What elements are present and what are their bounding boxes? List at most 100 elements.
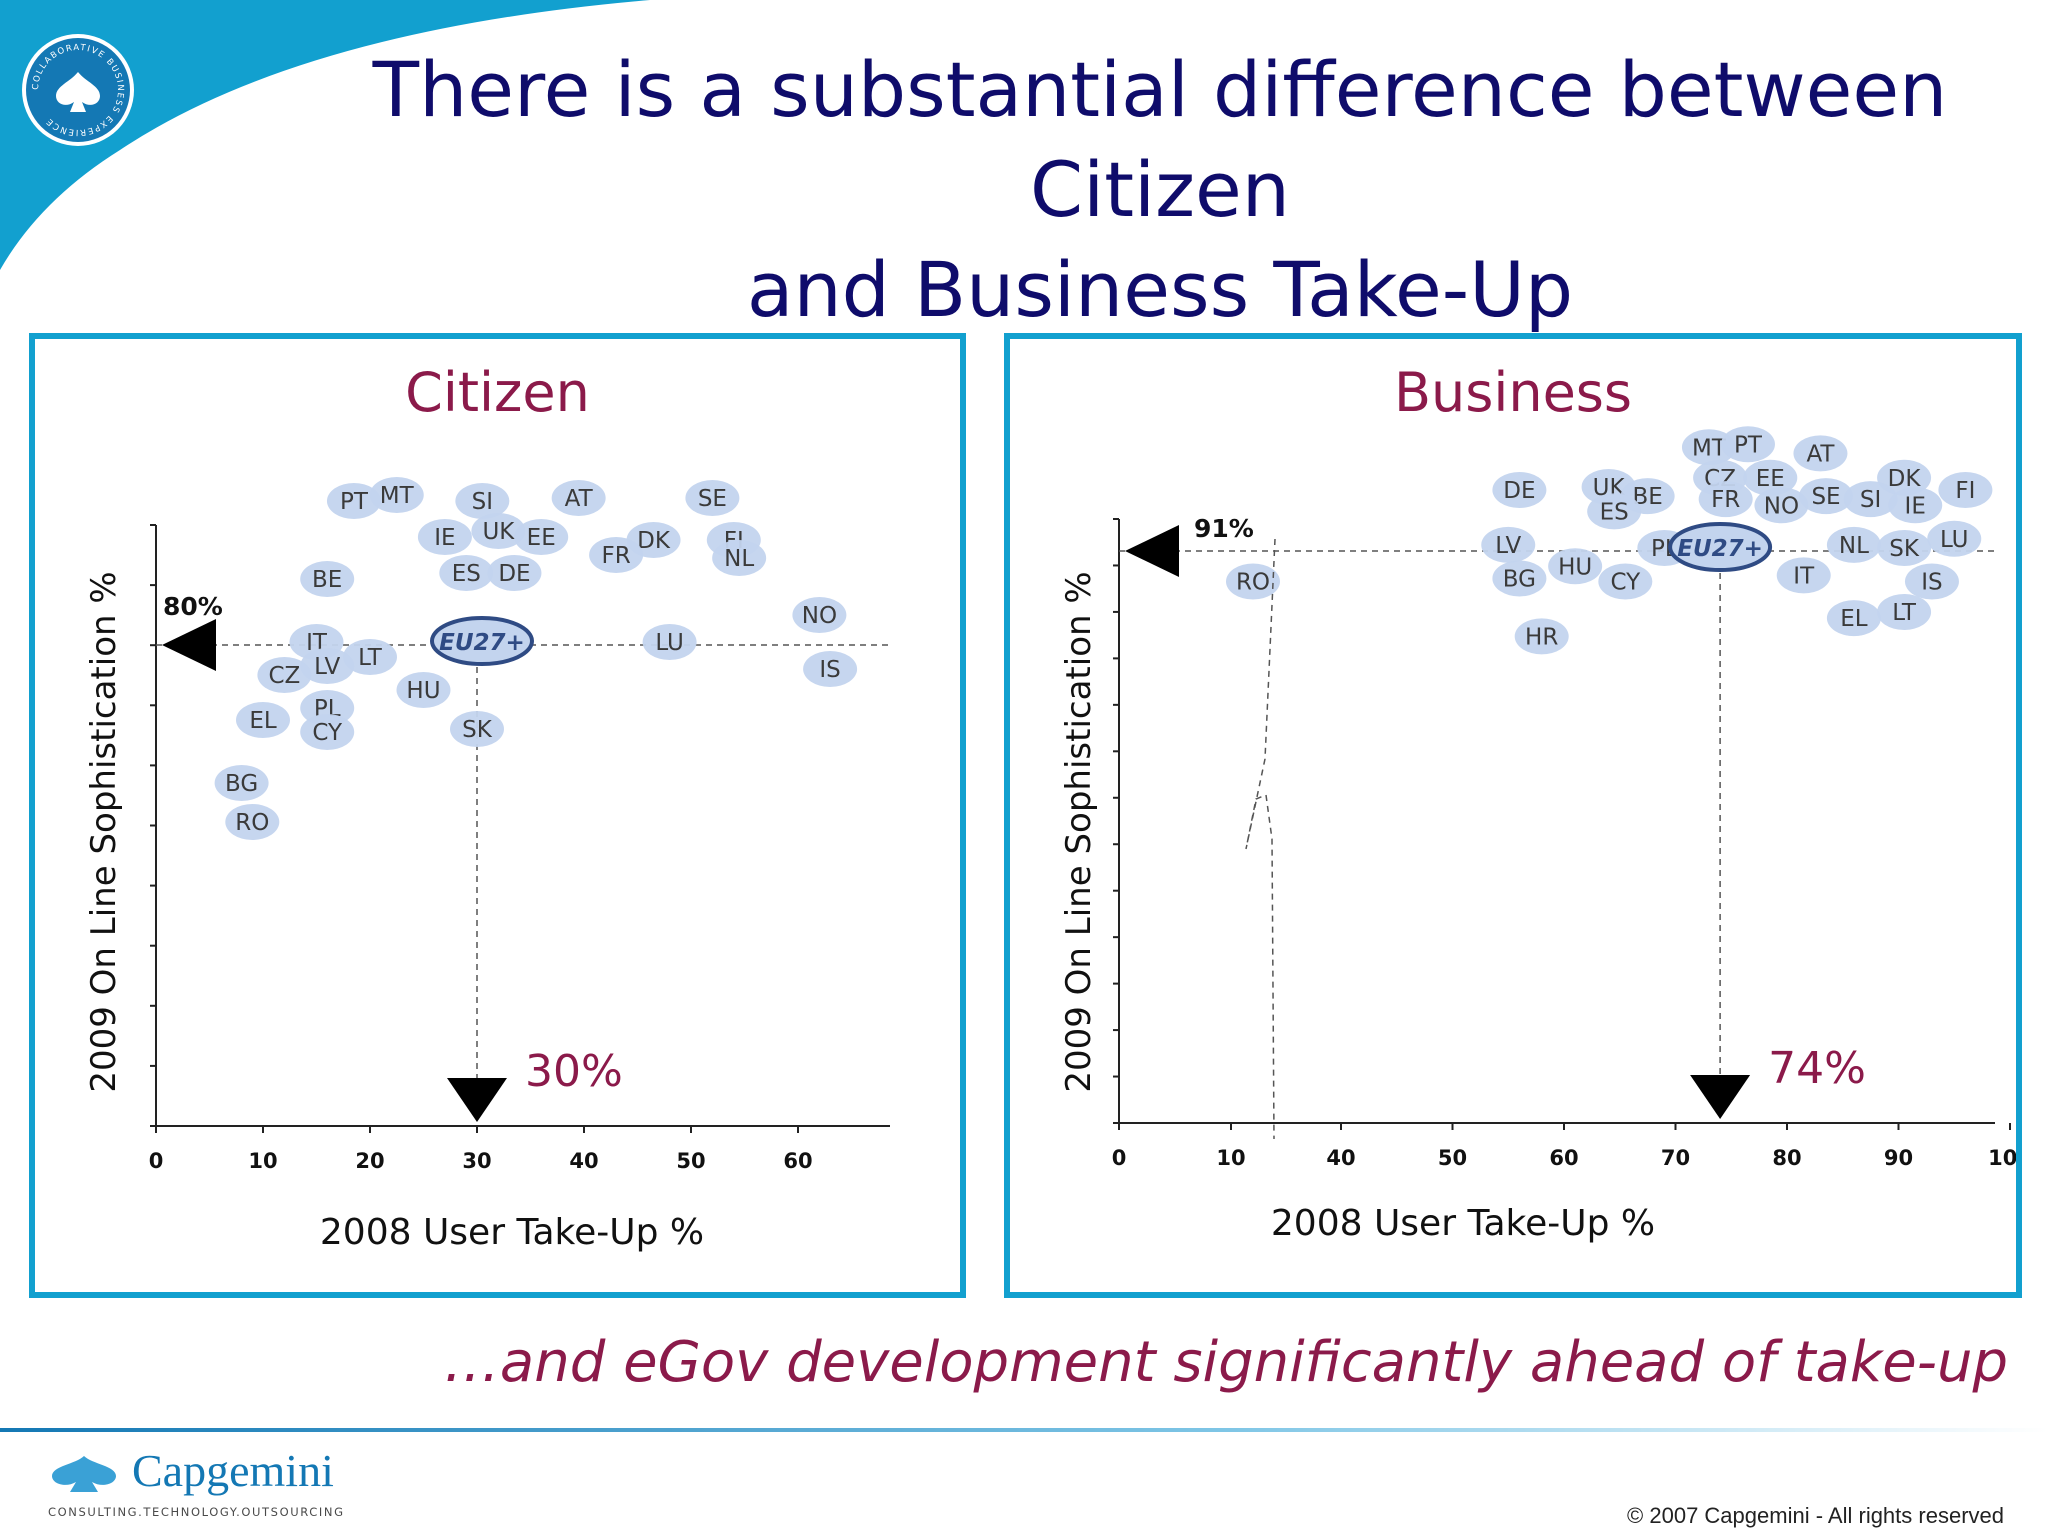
country-marker-mt <box>1681 429 1736 466</box>
country-marker-be <box>300 561 355 597</box>
country-label-nl: NL <box>724 546 754 572</box>
country-label-bg: BG <box>1503 566 1536 592</box>
corner-swoosh <box>0 0 650 270</box>
country-label-fr: FR <box>1711 487 1740 513</box>
country-label-sk: SK <box>1889 536 1920 562</box>
x-tick-label: 40 <box>1326 1146 1355 1170</box>
country-label-mt: MT <box>380 483 415 509</box>
country-marker-lu <box>642 624 697 660</box>
country-label-cy: CY <box>1610 570 1641 596</box>
business-scatter-chart: 0 10 40 50 60 70 80 90 100 2009 On Line Sophistic… <box>1059 426 2016 1244</box>
spade-icon <box>52 1456 116 1492</box>
x-tick-label: 100 <box>1988 1146 2016 1170</box>
x-average-label: 30% <box>525 1046 623 1097</box>
country-marker-bg <box>1492 560 1547 597</box>
country-label-de: DE <box>498 561 530 587</box>
slide-title-line2: and Business Take-Up <box>746 245 1574 334</box>
spade-icon <box>56 72 100 112</box>
country-marker-pt <box>326 483 381 519</box>
country-marker-el <box>236 702 290 738</box>
country-marker-no <box>792 597 847 633</box>
country-marker-se <box>685 480 740 516</box>
country-marker-ee <box>514 519 569 555</box>
country-label-is: IS <box>1921 570 1942 596</box>
country-marker-mt <box>369 477 424 513</box>
y-axis-label: 2009 On Line Sophistication % <box>1059 571 1099 1092</box>
country-marker-el <box>1826 600 1881 637</box>
country-marker-ro <box>225 804 280 840</box>
citizen-scatter-chart: 0 10 20 30 40 50 60 2009 On Line Sophistication… <box>84 477 890 1253</box>
country-label-pt: PT <box>1734 432 1763 458</box>
country-marker-cz <box>257 657 312 693</box>
country-marker-es <box>439 555 494 591</box>
eu27-average-label: EU27+ <box>439 630 525 656</box>
country-label-no: NO <box>802 603 837 629</box>
country-label-si: SI <box>472 489 493 515</box>
x-tick-label: 10 <box>1216 1146 1245 1170</box>
x-tick-label: 60 <box>783 1149 812 1173</box>
country-marker-no <box>1754 487 1809 524</box>
slide-title-line1: There is a substantial difference betwee… <box>372 45 1948 234</box>
country-marker-cy <box>300 714 355 750</box>
tagline: …and eGov development significantly ahea… <box>443 1330 2008 1395</box>
country-label-at: AT <box>565 486 594 512</box>
country-marker-es <box>1587 493 1642 530</box>
eu27-average-marker <box>430 616 534 666</box>
country-marker-se <box>1799 478 1854 515</box>
country-label-pt: PT <box>340 489 369 515</box>
y-average-label: 91% <box>1194 514 1254 543</box>
x-tick-label: 0 <box>1112 1146 1127 1170</box>
country-marker-si <box>455 483 510 519</box>
country-marker-lv <box>1481 526 1536 563</box>
country-marker-cy <box>1598 563 1653 600</box>
country-label-hr: HR <box>1525 624 1558 650</box>
country-label-is: IS <box>819 657 840 683</box>
x-tick-label: 90 <box>1884 1146 1913 1170</box>
y-average-label: 80% <box>163 592 223 621</box>
country-marker-at <box>1793 435 1848 472</box>
footer-divider <box>0 1428 2048 1432</box>
copyright: © 2007 Capgemini - All rights reserved <box>1627 1503 2004 1528</box>
country-label-lt: LT <box>1892 600 1917 626</box>
country-marker-at <box>551 480 606 516</box>
country-label-sk: SK <box>462 717 493 743</box>
country-label-lv: LV <box>1495 533 1521 559</box>
country-marker-sk <box>450 711 504 747</box>
country-label-ie: IE <box>1905 493 1926 519</box>
country-label-lu: LU <box>1940 527 1969 553</box>
country-marker-de <box>1492 472 1547 508</box>
country-label-si: SI <box>1860 487 1881 513</box>
x-axis-label: 2008 User Take-Up % <box>1271 1203 1655 1244</box>
country-label-nl: NL <box>1839 533 1869 559</box>
country-label-be: BE <box>312 567 342 593</box>
eu27-average-marker <box>1668 522 1773 572</box>
y-average-arrow <box>162 619 216 671</box>
business-chart-title: Business <box>1393 361 1633 424</box>
country-marker-pt <box>1720 426 1775 463</box>
country-label-es: ES <box>1600 499 1629 525</box>
y-average-arrow <box>1125 525 1179 577</box>
country-label-dk: DK <box>637 528 671 554</box>
country-marker-uk <box>471 513 526 549</box>
country-label-uk: UK <box>482 519 515 545</box>
x-average-arrow <box>1690 1075 1751 1119</box>
eu27-average-label: EU27+ <box>1677 536 1763 562</box>
country-marker-ro <box>1226 563 1280 600</box>
y-axis-label: 2009 On Line Sophistication % <box>84 571 124 1092</box>
country-marker-lv <box>300 648 355 684</box>
x-tick-label: 60 <box>1549 1146 1578 1170</box>
country-marker-it <box>1776 557 1831 594</box>
country-label-el: EL <box>1840 606 1868 632</box>
country-marker-lt <box>1877 594 1932 630</box>
country-marker-bg <box>214 765 269 801</box>
country-marker-dk <box>1877 459 1932 496</box>
country-label-lt: LT <box>358 645 383 671</box>
x-tick-label: 70 <box>1661 1146 1690 1170</box>
country-marker-fr <box>1698 481 1753 518</box>
country-label-cz: CZ <box>268 663 300 689</box>
country-label-at: AT <box>1806 441 1835 467</box>
country-marker-hu <box>396 672 451 708</box>
x-average-arrow <box>447 1078 507 1122</box>
country-label-se: SE <box>1811 484 1840 510</box>
country-label-bg: BG <box>225 771 258 797</box>
